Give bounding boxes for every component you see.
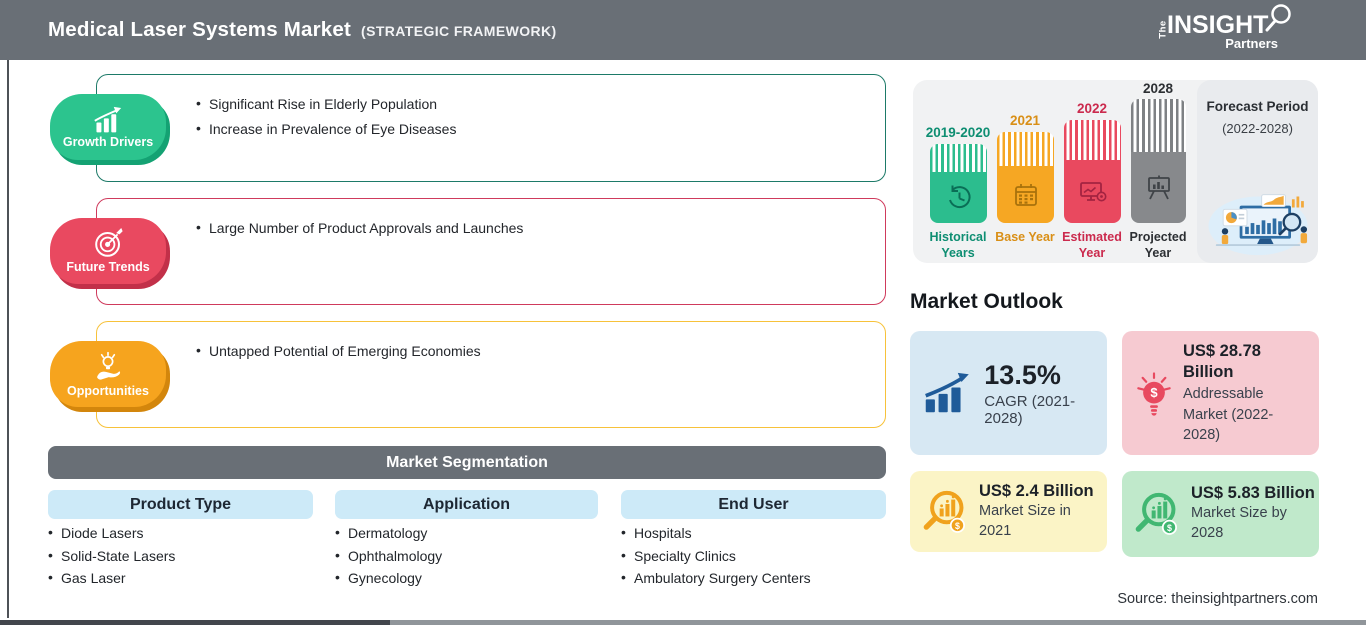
segment-header-application: Application <box>335 490 598 519</box>
magnifier-icon <box>1265 4 1291 32</box>
market-segmentation-title: Market Segmentation <box>386 453 548 471</box>
segment-header-product-type: Product Type <box>48 490 313 519</box>
addressable-market-label: Addressable Market (2022-2028) <box>1183 386 1274 444</box>
growth-drivers-badge: Growth Drivers <box>50 94 166 160</box>
target-dart-icon <box>94 228 123 257</box>
growth-arrow-icon <box>925 372 969 413</box>
left-edge-rule <box>7 60 9 618</box>
timeline-caption: Base Year <box>995 230 1055 244</box>
bottom-strip-light <box>390 620 1366 625</box>
svg-text:$: $ <box>1167 523 1172 533</box>
opportunity-item: Untapped Potential of Emerging Economies <box>195 342 861 359</box>
segment-header-label: End User <box>718 495 789 513</box>
market-size-2028-value: US$ 5.83 Billion <box>1191 484 1315 503</box>
market-size-2028-card: $ US$ 5.83 Billion Market Size by 2028 <box>1122 471 1319 557</box>
source-attribution: Source: theinsightpartners.com <box>1117 591 1318 607</box>
magnifier-chart-green-icon: $ <box>1135 492 1177 535</box>
product-type-list: Diode Lasers Solid-State Lasers Gas Lase… <box>48 524 175 593</box>
list-item: Ophthalmology <box>335 547 442 564</box>
logo-partners-text: Partners <box>1225 36 1278 51</box>
market-size-2028-label: Market Size by 2028 <box>1191 505 1287 541</box>
timeline-caption: Historical Years <box>929 230 987 260</box>
addressable-market-value: US$ 28.78 Billion <box>1183 341 1261 382</box>
magnifier-chart-orange-icon: $ <box>923 490 965 533</box>
cagr-label: CAGR (2021-2028) <box>984 392 1076 427</box>
cagr-card: 13.5% CAGR (2021-2028) <box>910 331 1107 455</box>
projection-screen-icon <box>1147 175 1170 199</box>
segment-header-label: Product Type <box>129 495 232 513</box>
market-size-2021-value: US$ 2.4 Billion <box>979 481 1094 500</box>
list-item: Solid-State Lasers <box>48 547 175 564</box>
timeline-year: 2022 <box>1076 101 1108 116</box>
list-item: Diode Lasers <box>48 524 175 541</box>
segment-header-end-user: End User <box>621 490 886 519</box>
badge-label: Opportunities <box>67 383 149 398</box>
market-size-2021-label: Market Size in 2021 <box>979 502 1071 539</box>
research-timeline-card: 2019-2020 2021 2022 2028 <box>913 80 1318 263</box>
badge-label: Growth Drivers <box>62 134 154 149</box>
cagr-value: 13.5% <box>984 359 1061 390</box>
page-title: Medical Laser Systems Market <box>48 18 352 41</box>
timeline-caption: Projected Year <box>1129 230 1187 260</box>
growth-chart-icon <box>94 106 122 132</box>
application-list: Dermatology Ophthalmology Gynecology <box>335 524 442 593</box>
addressable-market-card: $ US$ 28.78 Billion Addressable Market (… <box>1122 331 1319 455</box>
timeline-year: 2021 <box>1009 113 1041 128</box>
forecast-period-range: (2022-2028) <box>1222 120 1293 136</box>
calendar-icon <box>1014 183 1037 206</box>
analytics-illustration <box>1208 194 1307 256</box>
list-item: Dermatology <box>335 524 442 541</box>
market-segmentation-bar: Market Segmentation <box>48 446 886 479</box>
list-item: Gas Laser <box>48 569 175 586</box>
segment-header-label: Application <box>422 495 511 513</box>
opportunities-box: Untapped Potential of Emerging Economies <box>96 321 886 428</box>
logo-insight-text: INSIGHT <box>1167 11 1269 39</box>
bulb-dollar-icon: $ <box>1137 371 1171 416</box>
svg-text:$: $ <box>955 520 960 530</box>
timeline-year: 2028 <box>1142 81 1174 96</box>
future-trend-item: Large Number of Product Approvals and La… <box>195 219 861 236</box>
growth-driver-item: Significant Rise in Elderly Population <box>195 95 861 112</box>
market-outlook-title: Market Outlook <box>910 290 1063 313</box>
header-bar: Medical Laser Systems Market (STRATEGIC … <box>0 0 1366 60</box>
badge-label: Future Trends <box>66 260 150 274</box>
growth-driver-item: Increase in Prevalence of Eye Diseases <box>195 120 861 137</box>
future-trends-box: Large Number of Product Approvals and La… <box>96 198 886 305</box>
list-item: Gynecology <box>335 569 442 586</box>
title-wrap: Medical Laser Systems Market (STRATEGIC … <box>48 18 557 42</box>
growth-drivers-box: Significant Rise in Elderly Population I… <box>96 74 886 182</box>
history-clock-icon <box>948 185 971 208</box>
timeline-bar-projected <box>1131 99 1186 223</box>
insight-partners-logo: The INSIGHT Partners <box>1158 4 1310 52</box>
list-item: Specialty Clinics <box>621 547 811 564</box>
market-size-2021-card: $ US$ 2.4 Billion Market Size in 2021 <box>910 471 1107 552</box>
timeline-caption: Estimated Year <box>1062 230 1122 260</box>
list-item: Hospitals <box>621 524 811 541</box>
page-subtitle: (STRATEGIC FRAMEWORK) <box>361 23 557 39</box>
list-item: Ambulatory Surgery Centers <box>621 569 811 586</box>
end-user-list: Hospitals Specialty Clinics Ambulatory S… <box>621 524 811 593</box>
forecast-period-panel: Forecast Period (2022-2028) <box>1197 80 1318 263</box>
timeline-bar-base <box>997 132 1054 223</box>
future-trends-badge: Future Trends <box>50 218 166 284</box>
forecast-period-title: Forecast Period <box>1206 99 1309 114</box>
timeline-bar-estimated <box>1064 120 1121 223</box>
computer-gear-icon <box>1079 181 1106 201</box>
svg-text:$: $ <box>1150 384 1158 399</box>
timeline-bar-historical <box>930 144 987 223</box>
idea-hand-icon <box>97 351 121 380</box>
bottom-strip-dark <box>0 620 390 625</box>
timeline-year: 2019-2020 <box>925 125 991 140</box>
opportunities-badge: Opportunities <box>50 341 166 407</box>
